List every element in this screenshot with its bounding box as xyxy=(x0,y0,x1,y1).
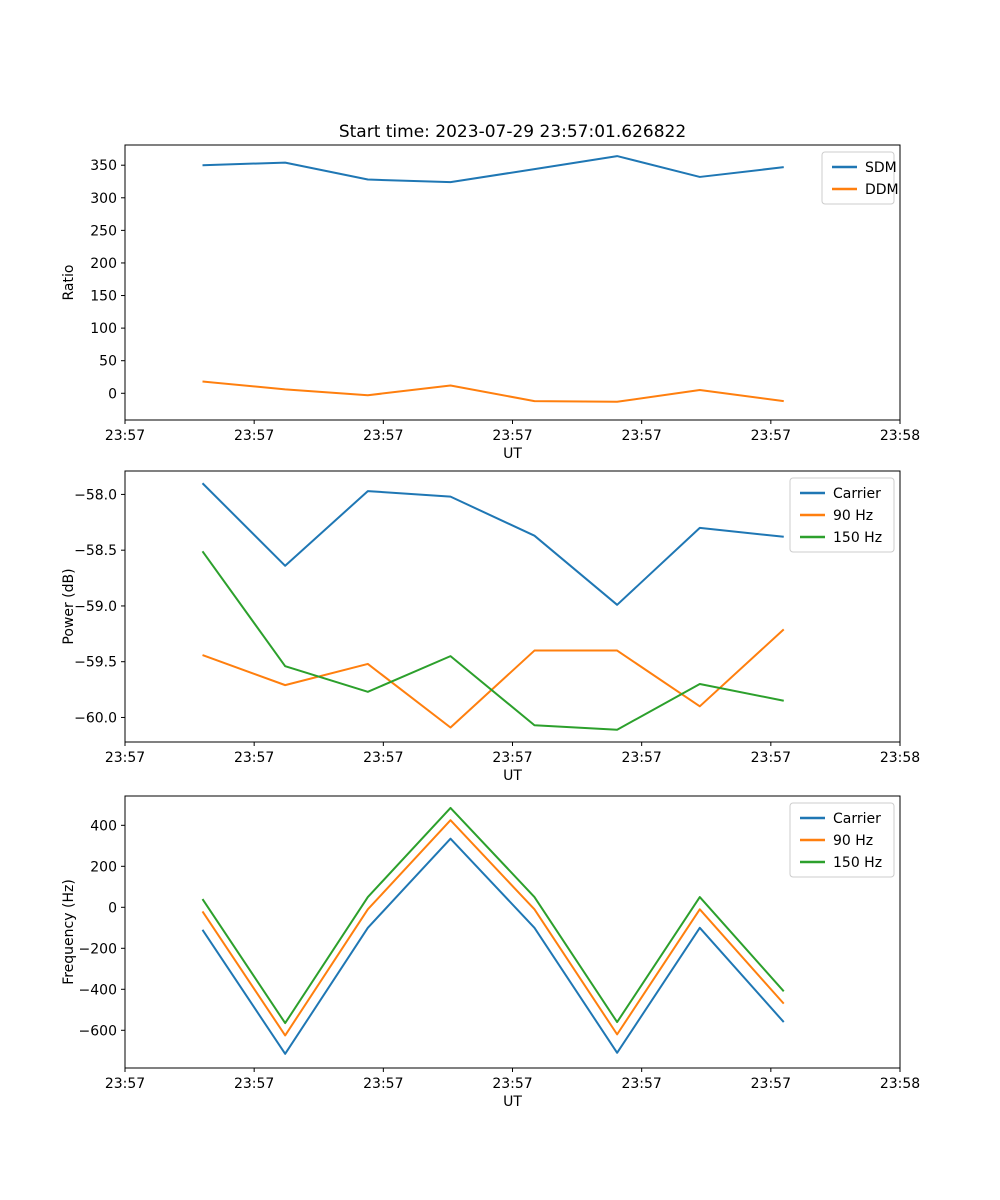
x-tick-label: 23:57 xyxy=(363,1076,403,1092)
y-axis-label: Ratio xyxy=(61,265,77,301)
line-90-Hz xyxy=(202,628,785,729)
legend-box xyxy=(789,477,895,553)
line-90-Hz xyxy=(201,819,785,1037)
x-tick-label: 23:57 xyxy=(751,1076,791,1092)
x-tick-label: 23:57 xyxy=(363,428,403,444)
legend-label-150-Hz: 150 Hz xyxy=(833,855,882,871)
y-tick-label: −58.0 xyxy=(74,487,117,503)
x-tick-label: 23:57 xyxy=(751,750,791,766)
legend-label-DDM: DDM xyxy=(865,182,899,198)
x-axis-label: UT xyxy=(503,446,522,462)
x-tick-label: 23:57 xyxy=(105,428,145,444)
y-tick-label: 0 xyxy=(108,386,117,402)
y-tick-label: 350 xyxy=(90,158,117,174)
legend-label-Carrier: Carrier xyxy=(833,486,881,502)
y-tick-label: 200 xyxy=(90,256,117,272)
x-tick-label: 23:57 xyxy=(363,750,403,766)
x-tick-label: 23:58 xyxy=(880,428,920,444)
x-axis-label: UT xyxy=(503,768,522,784)
y-tick-label: −200 xyxy=(79,941,117,957)
x-tick-label: 23:57 xyxy=(492,428,532,444)
x-tick-label: 23:57 xyxy=(234,750,274,766)
power-chart: 23:57 23:57 23:57 23:57 23:57 23:57 23:58 −58.0… xyxy=(61,470,920,784)
x-tick-label: 23:57 xyxy=(234,1076,274,1092)
x-tick-label: 23:57 xyxy=(234,428,274,444)
y-tick-label: −59.0 xyxy=(74,599,117,615)
x-tick-label: 23:57 xyxy=(492,750,532,766)
y-tick-label: −60.0 xyxy=(74,710,117,726)
line-150-Hz xyxy=(201,806,785,1025)
x-tick-label: 23:57 xyxy=(105,1076,145,1092)
y-axis-label: Frequency (Hz) xyxy=(61,879,77,985)
y-tick-label: 0 xyxy=(108,900,117,916)
y-tick-label: 400 xyxy=(90,818,117,834)
y-axis-label: Power (dB) xyxy=(61,568,77,644)
y-tick-label: 300 xyxy=(90,191,117,207)
x-tick-label: 23:57 xyxy=(492,1076,532,1092)
x-tick-label: 23:57 xyxy=(621,1076,661,1092)
line-DDM xyxy=(202,380,784,403)
ratio-chart: 23:57 23:57 23:57 23:57 23:57 23:57 23:58 0 50 10… xyxy=(61,144,920,462)
legend-box xyxy=(821,151,895,205)
line-SDM xyxy=(202,155,784,184)
axes-frame xyxy=(124,144,901,421)
legend-label-150-Hz: 150 Hz xyxy=(833,530,882,546)
line-150-Hz xyxy=(201,550,784,731)
x-tick-label: 23:57 xyxy=(621,750,661,766)
y-tick-label: 150 xyxy=(90,289,117,305)
line-Carrier xyxy=(201,482,784,606)
frequency-chart: 23:57 23:57 23:57 23:57 23:57 23:57 23:58 400 20… xyxy=(61,795,920,1110)
y-tick-label: 100 xyxy=(90,321,117,337)
legend-label-90-Hz: 90 Hz xyxy=(833,833,873,849)
x-tick-label: 23:57 xyxy=(621,428,661,444)
y-tick-label: −400 xyxy=(79,982,117,998)
y-tick-label: 250 xyxy=(90,223,117,239)
legend-box xyxy=(789,802,895,878)
y-tick-label: 200 xyxy=(90,859,117,875)
y-tick-label: −600 xyxy=(79,1023,117,1039)
legend-label-SDM: SDM xyxy=(865,160,897,176)
figure-title: Start time: 2023-07-29 23:57:01.626822 xyxy=(339,122,686,142)
axes-frame xyxy=(124,795,901,1069)
legend-label-Carrier: Carrier xyxy=(833,811,881,827)
y-tick-label: −58.5 xyxy=(74,543,117,559)
legend-label-90-Hz: 90 Hz xyxy=(833,508,873,524)
x-tick-label: 23:57 xyxy=(105,750,145,766)
y-tick-label: 50 xyxy=(99,354,117,370)
y-tick-label: −59.5 xyxy=(74,655,117,671)
line-Carrier xyxy=(201,837,785,1055)
x-tick-label: 23:58 xyxy=(880,750,920,766)
x-tick-label: 23:57 xyxy=(751,428,791,444)
x-axis-label: UT xyxy=(503,1094,522,1110)
x-tick-label: 23:58 xyxy=(880,1076,920,1092)
